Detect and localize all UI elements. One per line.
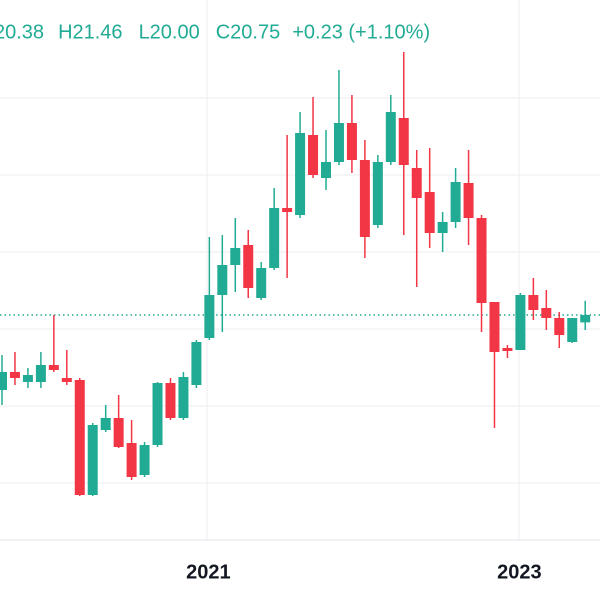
candle-body bbox=[256, 268, 267, 298]
candle-body bbox=[411, 168, 422, 198]
candle-body bbox=[424, 192, 435, 233]
candle-body bbox=[308, 135, 319, 175]
candle-body bbox=[74, 380, 85, 495]
candle-body bbox=[230, 248, 241, 265]
candle-body bbox=[35, 365, 46, 382]
candle-body bbox=[321, 162, 331, 178]
candle-body bbox=[61, 378, 72, 382]
candle-body bbox=[567, 318, 578, 342]
candle-body bbox=[0, 372, 7, 390]
candle-body bbox=[126, 443, 137, 477]
candle-body bbox=[554, 318, 565, 335]
candle-body bbox=[359, 160, 370, 237]
candle-body bbox=[139, 445, 150, 475]
candle-body bbox=[346, 123, 357, 160]
candle-body bbox=[217, 265, 228, 295]
candle-body bbox=[398, 118, 409, 165]
candle-body bbox=[580, 315, 591, 323]
candle-body bbox=[204, 295, 215, 338]
candle-body bbox=[295, 133, 306, 215]
ohlc-value: +0.23 (+1.10%) bbox=[292, 21, 430, 43]
candle-body bbox=[385, 112, 396, 162]
candle-body bbox=[178, 377, 189, 418]
grid bbox=[0, 0, 600, 540]
candle-body bbox=[372, 162, 383, 225]
ohlc-value: C20.75 bbox=[216, 21, 281, 43]
candle-body bbox=[437, 222, 448, 233]
candle-body bbox=[100, 418, 111, 430]
candle-body bbox=[48, 365, 59, 370]
candle-body bbox=[152, 383, 163, 445]
ohlc-value: H21.46 bbox=[58, 21, 123, 43]
candle-body bbox=[502, 348, 513, 351]
candle-body bbox=[463, 183, 474, 218]
ohlc-value: L20.00 bbox=[139, 21, 200, 43]
candle-body bbox=[191, 342, 202, 385]
candle-body bbox=[450, 182, 461, 222]
x-tick-label: 2023 bbox=[497, 561, 542, 583]
candle-body bbox=[541, 308, 552, 318]
candle-body bbox=[269, 208, 280, 268]
candle-body bbox=[528, 295, 539, 310]
candle-body bbox=[243, 245, 254, 288]
candle-body bbox=[9, 372, 20, 378]
candle-body bbox=[165, 383, 176, 418]
ohlc-value: 20.38 bbox=[0, 21, 44, 43]
candle-body bbox=[113, 418, 124, 447]
ohlc-header: 20.38 H21.46 L20.00 C20.75 +0.23 (+1.10%) bbox=[0, 21, 430, 43]
candle-body bbox=[333, 123, 344, 162]
candle-body bbox=[87, 425, 98, 495]
candle-body bbox=[489, 302, 500, 352]
candle-body bbox=[476, 218, 487, 303]
x-tick-label: 2021 bbox=[186, 561, 231, 583]
candle-body bbox=[515, 295, 526, 350]
candle-body bbox=[282, 208, 293, 212]
candle-body bbox=[22, 375, 33, 382]
